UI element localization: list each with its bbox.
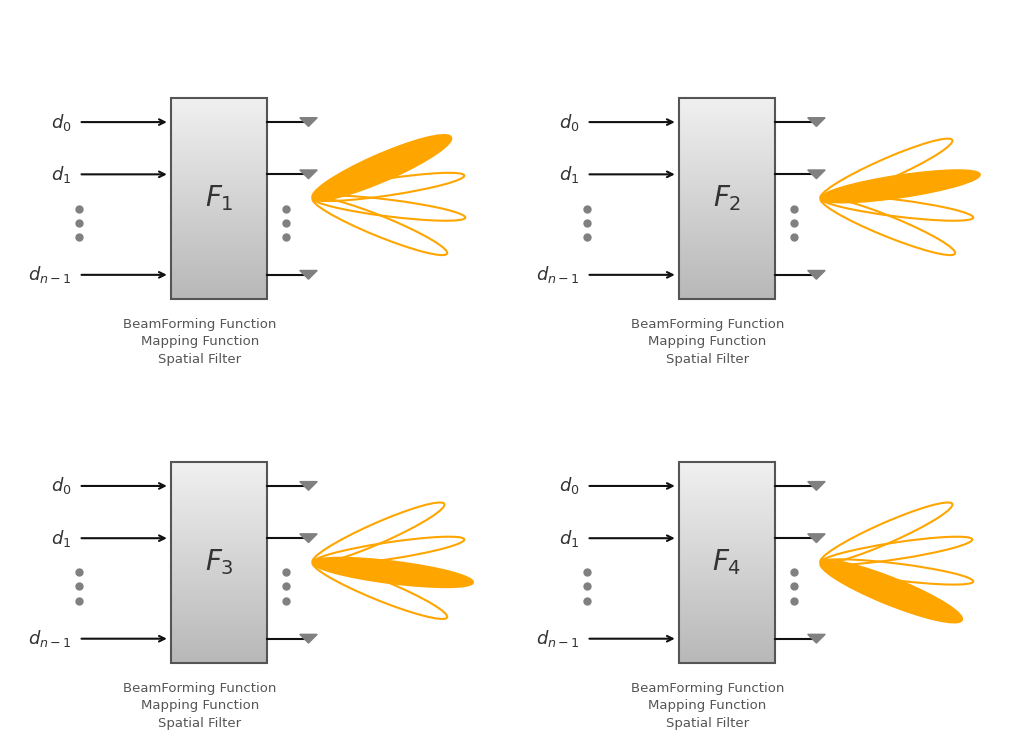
- Text: $F_{2}$: $F_{2}$: [713, 184, 741, 213]
- Ellipse shape: [820, 170, 980, 203]
- Text: Mapping Function: Mapping Function: [649, 335, 766, 349]
- Text: Mapping Function: Mapping Function: [140, 335, 259, 349]
- Ellipse shape: [312, 135, 451, 201]
- Bar: [679, 98, 776, 299]
- Polygon shape: [808, 634, 825, 643]
- Polygon shape: [300, 482, 317, 491]
- Text: Spatial Filter: Spatial Filter: [158, 716, 242, 730]
- Text: BeamForming Function: BeamForming Function: [631, 318, 784, 331]
- Text: $d_0$: $d_0$: [51, 112, 71, 132]
- Bar: [170, 462, 268, 663]
- Bar: [170, 98, 268, 299]
- Polygon shape: [300, 634, 317, 643]
- Text: Spatial Filter: Spatial Filter: [158, 353, 242, 366]
- Text: $d_0$: $d_0$: [559, 476, 580, 497]
- Text: $d_1$: $d_1$: [52, 164, 71, 185]
- Text: $F_{4}$: $F_{4}$: [713, 548, 742, 577]
- Bar: [679, 462, 776, 663]
- Text: $d_1$: $d_1$: [52, 528, 71, 548]
- Text: Spatial Filter: Spatial Filter: [666, 716, 749, 730]
- Text: $d_{n-1}$: $d_{n-1}$: [536, 628, 580, 649]
- Ellipse shape: [820, 560, 962, 622]
- Text: BeamForming Function: BeamForming Function: [631, 682, 784, 695]
- Polygon shape: [808, 534, 825, 542]
- Text: $d_0$: $d_0$: [559, 112, 580, 132]
- Text: BeamForming Function: BeamForming Function: [123, 682, 277, 695]
- Text: BeamForming Function: BeamForming Function: [123, 318, 277, 331]
- Polygon shape: [300, 170, 317, 179]
- Polygon shape: [300, 271, 317, 279]
- Text: $d_1$: $d_1$: [559, 528, 580, 548]
- Text: Spatial Filter: Spatial Filter: [666, 353, 749, 366]
- Text: Mapping Function: Mapping Function: [140, 699, 259, 712]
- Text: Mapping Function: Mapping Function: [649, 699, 766, 712]
- Text: $d_{n-1}$: $d_{n-1}$: [536, 264, 580, 286]
- Text: $d_1$: $d_1$: [559, 164, 580, 185]
- Text: $d_0$: $d_0$: [51, 476, 71, 497]
- Text: $d_{n-1}$: $d_{n-1}$: [28, 628, 71, 649]
- Text: $F_{1}$: $F_{1}$: [205, 184, 233, 213]
- Polygon shape: [300, 534, 317, 542]
- Polygon shape: [808, 170, 825, 179]
- Text: $F_{3}$: $F_{3}$: [205, 548, 233, 577]
- Polygon shape: [300, 118, 317, 127]
- Ellipse shape: [313, 558, 473, 587]
- Polygon shape: [808, 482, 825, 491]
- Polygon shape: [808, 271, 825, 279]
- Polygon shape: [808, 118, 825, 127]
- Text: $d_{n-1}$: $d_{n-1}$: [28, 264, 71, 286]
